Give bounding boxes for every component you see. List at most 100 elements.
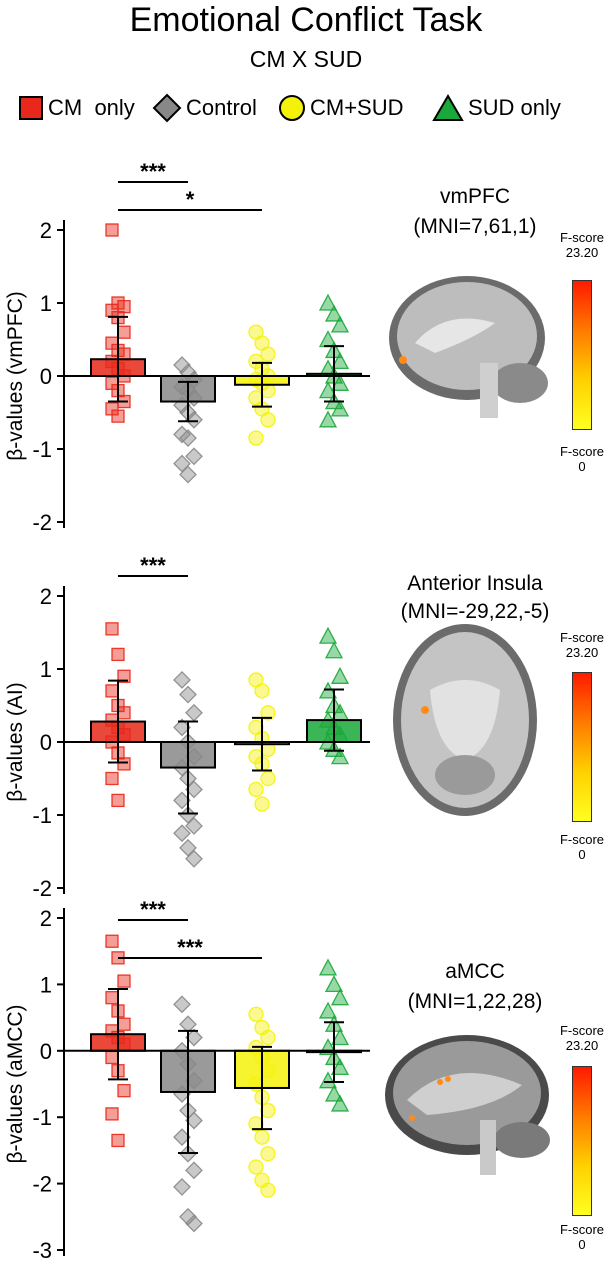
data-point-control: [173, 1178, 191, 1196]
data-point-sud: [330, 373, 350, 391]
data-point-sud: [318, 626, 338, 644]
triangle-marker-icon: [432, 94, 464, 121]
data-point-cmsud: [260, 1182, 276, 1198]
data-point-cm: [105, 934, 119, 948]
data-point-cm: [117, 325, 131, 339]
data-point-control: [185, 447, 203, 466]
data-point-cm: [105, 1050, 119, 1065]
data-point-sud: [318, 293, 338, 311]
data-point-sud: [318, 410, 338, 428]
data-point-control: [179, 465, 197, 484]
brain-midline-image: [385, 1035, 550, 1175]
significance-label: ***: [177, 935, 203, 960]
data-point-control: [185, 1214, 203, 1233]
y-tick-label: 0: [40, 730, 52, 755]
chart-amcc: -3 -2 -1 0 1 2 β-values (aMCC) *** ***: [4, 900, 370, 1263]
data-point-sud: [318, 958, 338, 976]
data-point-control: [179, 838, 197, 857]
data-point-cmsud: [248, 1159, 264, 1175]
data-point-sud: [330, 352, 350, 370]
data-point-cmsud: [260, 1146, 276, 1162]
y-tick-label: 1: [40, 657, 52, 682]
data-point-sud: [330, 1094, 350, 1112]
data-point-control: [173, 824, 191, 843]
data-point-cmsud: [254, 796, 270, 812]
legend-label-sud: SUD only: [468, 95, 561, 120]
y-tick-label: -1: [32, 1105, 52, 1130]
data-point-sud: [324, 304, 344, 322]
y-tick-label: 0: [40, 1039, 52, 1064]
data-point-sud: [318, 1001, 338, 1019]
y-tick-label: -3: [32, 1238, 52, 1263]
data-point-control: [185, 849, 203, 868]
legend-label-cm: CM only: [48, 95, 135, 120]
brain-mni-vmpfc: (MNI=7,61,1): [413, 215, 537, 238]
legend-label-cmsud: CM+SUD: [310, 95, 404, 120]
data-point-cm: [117, 1017, 131, 1031]
y-axis-label: β-values (AI): [4, 682, 27, 801]
data-point-sud: [330, 988, 350, 1006]
data-point-cmsud: [248, 430, 264, 446]
data-point-cm: [117, 757, 131, 771]
data-point-sud: [330, 1028, 350, 1046]
y-tick-label: 2: [40, 906, 52, 931]
data-point-cm: [117, 299, 131, 314]
data-point-cm: [117, 669, 131, 683]
fscore-max-label-ai: F-score 23.20: [559, 630, 605, 660]
fscore-min-label-amcc: F-score 0: [559, 1222, 605, 1252]
brain-mni-amcc: (MNI=1,22,28): [407, 990, 543, 1013]
data-point-control: [185, 703, 203, 722]
brain-title-ai: Anterior Insula: [407, 572, 543, 595]
legend-item-cmsud: CM+SUD: [278, 88, 404, 128]
data-point-cm: [105, 223, 119, 237]
data-point-cm: [105, 991, 119, 1005]
data-point-cmsud: [260, 346, 276, 362]
legend: CM only Control CM+SUD SUD only: [0, 88, 612, 128]
data-point-sud: [330, 315, 350, 333]
data-point-control: [173, 356, 191, 374]
data-point-cm: [117, 1083, 131, 1098]
legend-label-control: Control: [186, 95, 257, 120]
data-point-cm: [105, 684, 119, 698]
figure-title: Emotional Conflict Task: [129, 1, 483, 39]
y-tick-label: 0: [40, 364, 52, 389]
data-point-sud: [318, 1071, 338, 1089]
data-point-cm: [117, 974, 131, 988]
data-point-control: [179, 806, 197, 824]
data-point-sud: [318, 381, 338, 399]
data-point-cmsud: [254, 683, 270, 699]
data-point-cmsud: [260, 705, 276, 721]
brain-mni-ai: (MNI=-29,22,-5): [400, 600, 550, 623]
brain-title-amcc: aMCC: [445, 960, 505, 983]
data-point-control: [185, 1161, 203, 1180]
data-point-cmsud: [260, 770, 276, 787]
significance-label: ***: [140, 900, 166, 922]
y-tick-label: -2: [32, 510, 52, 535]
significance-label: *: [186, 187, 195, 212]
circle-marker-icon: [279, 95, 305, 121]
data-point-cmsud: [260, 1102, 276, 1119]
data-point-control: [173, 454, 191, 473]
data-point-sud: [330, 747, 350, 765]
brain-sagittal-image: [389, 276, 548, 418]
y-tick-label: 1: [40, 972, 52, 997]
data-point-control: [173, 425, 191, 444]
data-point-cmsud: [248, 1006, 264, 1022]
colorbar-ai: [572, 672, 592, 822]
legend-item-sud: SUD only: [432, 88, 561, 128]
y-axis-label: β-values (vmPFC): [4, 291, 27, 461]
significance-label: ***: [140, 159, 166, 184]
y-tick-label: -2: [32, 1172, 52, 1197]
fscore-max-label-vmpfc: F-score 23.20: [559, 230, 605, 260]
data-point-cmsud: [260, 412, 276, 428]
significance-label: ***: [140, 553, 166, 578]
legend-item-control: Control: [152, 88, 257, 128]
data-point-sud: [330, 1058, 350, 1076]
data-point-control: [179, 429, 197, 447]
brain-title-vmpfc: vmPFC: [440, 185, 510, 208]
y-axis-label: β-values (aMCC): [4, 1004, 27, 1163]
data-point-cm: [111, 647, 125, 662]
data-point-cm: [117, 706, 131, 720]
y-tick-label: -1: [32, 803, 52, 828]
y-tick-label: -1: [32, 437, 52, 462]
